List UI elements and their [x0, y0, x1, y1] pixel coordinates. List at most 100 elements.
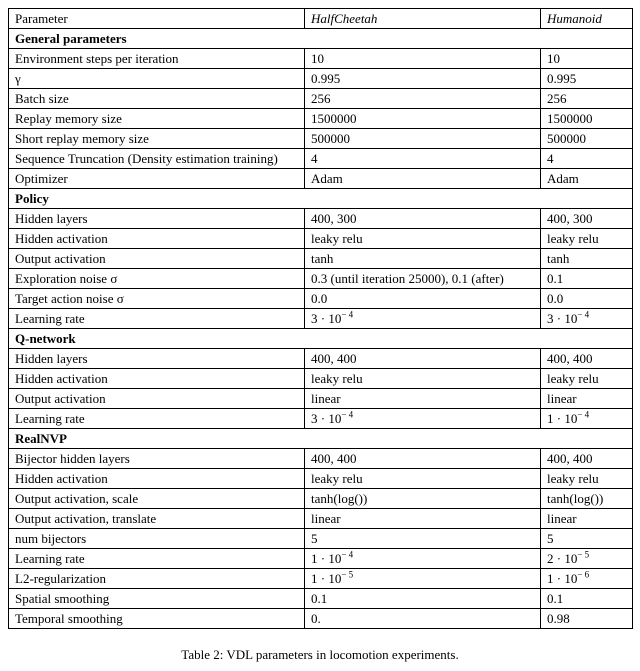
table-row: Hidden layers400, 300400, 300	[9, 209, 633, 229]
cell: Replay memory size	[9, 109, 305, 129]
cell: 1500000	[541, 109, 633, 129]
cell: 1500000	[305, 109, 541, 129]
table-row: Short replay memory size500000500000	[9, 129, 633, 149]
cell: leaky relu	[305, 229, 541, 249]
cell: 400, 400	[541, 449, 633, 469]
table-row: OptimizerAdamAdam	[9, 169, 633, 189]
cell: Output activation	[9, 389, 305, 409]
cell: 0.1	[541, 269, 633, 289]
cell: Batch size	[9, 89, 305, 109]
cell: 0.995	[541, 69, 633, 89]
table-row: Output activation, scaletanh(log())tanh(…	[9, 489, 633, 509]
cell: Hidden activation	[9, 469, 305, 489]
section-general: General parameters	[9, 29, 633, 49]
hyperparameter-table: Parameter HalfCheetah Humanoid General p…	[8, 8, 633, 629]
cell: Environment steps per iteration	[9, 49, 305, 69]
table-row: Batch size256256	[9, 89, 633, 109]
section-policy: Policy	[9, 189, 633, 209]
table-row: L2-regularization 1 · 10− 5 1 · 10− 6	[9, 569, 633, 589]
cell: Hidden activation	[9, 369, 305, 389]
cell: linear	[305, 389, 541, 409]
cell: Output activation, translate	[9, 509, 305, 529]
cell: 0.995	[305, 69, 541, 89]
cell: 3 · 10− 4	[305, 309, 541, 329]
cell: 1 · 10− 6	[541, 569, 633, 589]
table-row: Spatial smoothing0.10.1	[9, 589, 633, 609]
section-realnvp: RealNVP	[9, 429, 633, 449]
cell: 0.98	[541, 609, 633, 629]
table-row: Learning rate 3 · 10− 4 1 · 10− 4	[9, 409, 633, 429]
cell: leaky relu	[305, 469, 541, 489]
cell: 256	[541, 89, 633, 109]
cell: 400, 300	[305, 209, 541, 229]
cell: Short replay memory size	[9, 129, 305, 149]
cell: Exploration noise σ	[9, 269, 305, 289]
table-row: Exploration noise σ0.3 (until iteration …	[9, 269, 633, 289]
cell: leaky relu	[305, 369, 541, 389]
cell: Target action noise σ	[9, 289, 305, 309]
cell: 3 · 10− 4	[541, 309, 633, 329]
cell: 4	[305, 149, 541, 169]
cell: 3 · 10− 4	[305, 409, 541, 429]
cell: 0.0	[305, 289, 541, 309]
col-humanoid: Humanoid	[541, 9, 633, 29]
cell: 0.1	[305, 589, 541, 609]
cell: linear	[541, 509, 633, 529]
cell: 400, 400	[305, 349, 541, 369]
table-row: num bijectors55	[9, 529, 633, 549]
cell: tanh(log())	[305, 489, 541, 509]
cell: γ	[9, 69, 305, 89]
cell: tanh(log())	[541, 489, 633, 509]
cell: tanh	[541, 249, 633, 269]
table-row: Hidden activationleaky reluleaky relu	[9, 369, 633, 389]
cell: Bijector hidden layers	[9, 449, 305, 469]
table-caption: Table 2: VDL parameters in locomotion ex…	[8, 647, 632, 663]
cell: 400, 400	[541, 349, 633, 369]
cell: Learning rate	[9, 409, 305, 429]
cell: linear	[305, 509, 541, 529]
cell: Adam	[541, 169, 633, 189]
cell: leaky relu	[541, 369, 633, 389]
table-row: Target action noise σ0.00.0	[9, 289, 633, 309]
cell: 5	[541, 529, 633, 549]
table-row: Hidden layers400, 400400, 400	[9, 349, 633, 369]
cell: 0.3 (until iteration 25000), 0.1 (after)	[305, 269, 541, 289]
cell: 1 · 10− 4	[541, 409, 633, 429]
table-row: Output activationtanhtanh	[9, 249, 633, 269]
table-row: Sequence Truncation (Density estimation …	[9, 149, 633, 169]
table-row: γ0.9950.995	[9, 69, 633, 89]
cell: Adam	[305, 169, 541, 189]
cell: Temporal smoothing	[9, 609, 305, 629]
cell: Spatial smoothing	[9, 589, 305, 609]
cell: 500000	[305, 129, 541, 149]
table-row: Hidden activationleaky reluleaky relu	[9, 229, 633, 249]
cell: Hidden activation	[9, 229, 305, 249]
table-header-row: Parameter HalfCheetah Humanoid	[9, 9, 633, 29]
cell: 10	[541, 49, 633, 69]
cell: Sequence Truncation (Density estimation …	[9, 149, 305, 169]
cell: Optimizer	[9, 169, 305, 189]
cell: 10	[305, 49, 541, 69]
cell: L2-regularization	[9, 569, 305, 589]
cell: 500000	[541, 129, 633, 149]
cell: Output activation	[9, 249, 305, 269]
cell: 4	[541, 149, 633, 169]
cell: linear	[541, 389, 633, 409]
table-row: Environment steps per iteration1010	[9, 49, 633, 69]
cell: 400, 300	[541, 209, 633, 229]
cell: Hidden layers	[9, 349, 305, 369]
table-row: Learning rate 3 · 10− 4 3 · 10− 4	[9, 309, 633, 329]
cell: 0.	[305, 609, 541, 629]
cell: num bijectors	[9, 529, 305, 549]
cell: Output activation, scale	[9, 489, 305, 509]
table-row: Bijector hidden layers400, 400400, 400	[9, 449, 633, 469]
table-row: Hidden activationleaky reluleaky relu	[9, 469, 633, 489]
table-row: Output activationlinearlinear	[9, 389, 633, 409]
cell: 0.1	[541, 589, 633, 609]
table-row: Output activation, translatelinearlinear	[9, 509, 633, 529]
col-halfcheetah: HalfCheetah	[305, 9, 541, 29]
cell: 5	[305, 529, 541, 549]
cell: leaky relu	[541, 229, 633, 249]
cell: Learning rate	[9, 309, 305, 329]
cell: Hidden layers	[9, 209, 305, 229]
